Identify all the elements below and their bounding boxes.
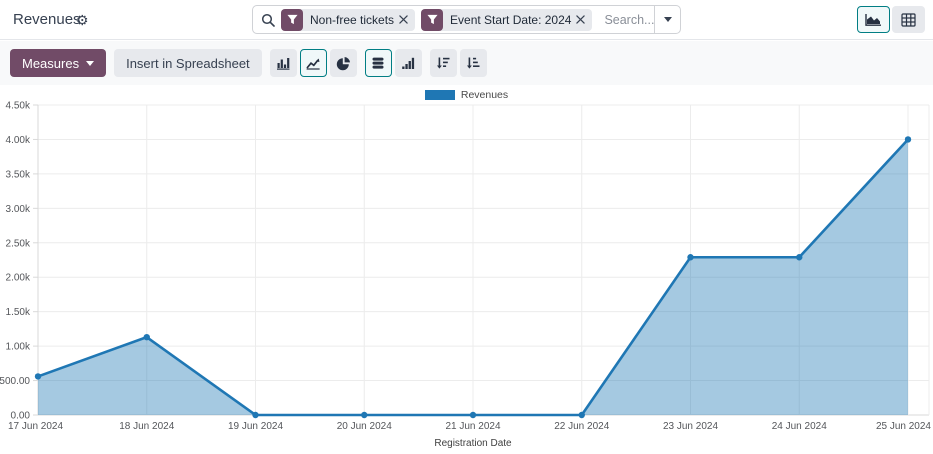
pivot-view-button[interactable]	[892, 6, 925, 33]
svg-text:24 Jun 2024: 24 Jun 2024	[772, 421, 827, 432]
chart-area: Revenues 0.00 500.00 1.00k 1.50k 2.00k 2.50k 3…	[0, 85, 933, 449]
area-chart-icon	[865, 13, 881, 26]
svg-text:19 Jun 2024: 19 Jun 2024	[228, 421, 283, 432]
sort-descending-button[interactable]	[429, 49, 457, 77]
cumulative-icon	[402, 57, 415, 69]
chart-type-group	[269, 49, 357, 77]
measures-button[interactable]: Measures	[10, 49, 107, 77]
filter-facet: Event Start Date: 2024	[421, 8, 593, 31]
svg-text:1.00k: 1.00k	[6, 342, 31, 353]
facet-label: Event Start Date: 2024	[450, 12, 572, 27]
chart-legend[interactable]: Revenues	[0, 89, 933, 101]
sort-ascending-button[interactable]	[459, 49, 487, 77]
search-dropdown-toggle[interactable]	[654, 6, 680, 33]
page-title: Revenues	[13, 11, 81, 28]
svg-text:4.00k: 4.00k	[6, 135, 31, 146]
pivot-table-icon	[901, 12, 916, 27]
facet-close-icon[interactable]	[571, 9, 589, 31]
chart-option-group	[364, 49, 422, 77]
pie-chart-icon	[336, 56, 350, 70]
gear-icon[interactable]	[76, 0, 89, 40]
graph-toolbar: Measures Insert in Spreadsheet	[0, 41, 933, 85]
svg-text:1.50k: 1.50k	[6, 307, 31, 318]
svg-text:4.50k: 4.50k	[6, 101, 31, 112]
insert-in-spreadsheet-button[interactable]: Insert in Spreadsheet	[114, 49, 262, 77]
filter-facet: Non-free tickets	[281, 8, 416, 31]
svg-text:17 Jun 2024: 17 Jun 2024	[8, 421, 63, 432]
svg-text:21 Jun 2024: 21 Jun 2024	[445, 421, 500, 432]
stacked-button[interactable]	[364, 49, 392, 77]
line-chart-icon	[306, 58, 320, 70]
facet-label: Non-free tickets	[310, 12, 395, 27]
search-icon	[261, 13, 275, 27]
view-switcher	[857, 6, 925, 33]
search-input[interactable]: Search...	[604, 12, 655, 27]
filter-funnel-icon	[421, 8, 444, 31]
svg-text:23 Jun 2024: 23 Jun 2024	[663, 421, 718, 432]
bar-chart-button[interactable]	[269, 49, 297, 77]
svg-text:3.00k: 3.00k	[6, 204, 31, 215]
top-bar: Revenues Non-free tickets Event Start Da…	[0, 0, 933, 40]
svg-text:18 Jun 2024: 18 Jun 2024	[119, 421, 174, 432]
graph-view-button[interactable]	[857, 6, 890, 33]
line-chart-button[interactable]	[299, 49, 327, 77]
svg-text:2.50k: 2.50k	[6, 238, 31, 249]
svg-text:3.50k: 3.50k	[6, 169, 31, 180]
svg-text:2.00k: 2.00k	[6, 273, 31, 284]
pie-chart-button[interactable]	[329, 49, 357, 77]
svg-text:500.00: 500.00	[0, 376, 30, 387]
svg-text:20 Jun 2024: 20 Jun 2024	[337, 421, 392, 432]
revenues-line-chart[interactable]: 0.00 500.00 1.00k 1.50k 2.00k 2.50k 3.00k 3.50k…	[0, 85, 933, 450]
sort-ascending-icon	[467, 57, 480, 69]
measures-label: Measures	[22, 55, 80, 71]
facet-close-icon[interactable]	[394, 9, 412, 31]
search-bar[interactable]: Non-free tickets Event Start Date: 2024 …	[252, 5, 681, 34]
legend-swatch	[424, 90, 455, 100]
svg-text:Registration Date: Registration Date	[434, 438, 512, 449]
legend-label: Revenues	[460, 89, 509, 101]
cumulative-button[interactable]	[394, 49, 422, 77]
chevron-down-icon	[663, 17, 672, 22]
chevron-down-icon	[86, 60, 95, 66]
sort-descending-icon	[437, 57, 450, 69]
filter-funnel-icon	[281, 8, 303, 31]
svg-text:25 Jun 2024: 25 Jun 2024	[876, 421, 931, 432]
svg-text:0.00: 0.00	[11, 411, 31, 422]
svg-text:22 Jun 2024: 22 Jun 2024	[554, 421, 609, 432]
sort-group	[429, 49, 487, 77]
bar-chart-icon	[277, 58, 290, 70]
stacked-icon	[372, 57, 384, 69]
